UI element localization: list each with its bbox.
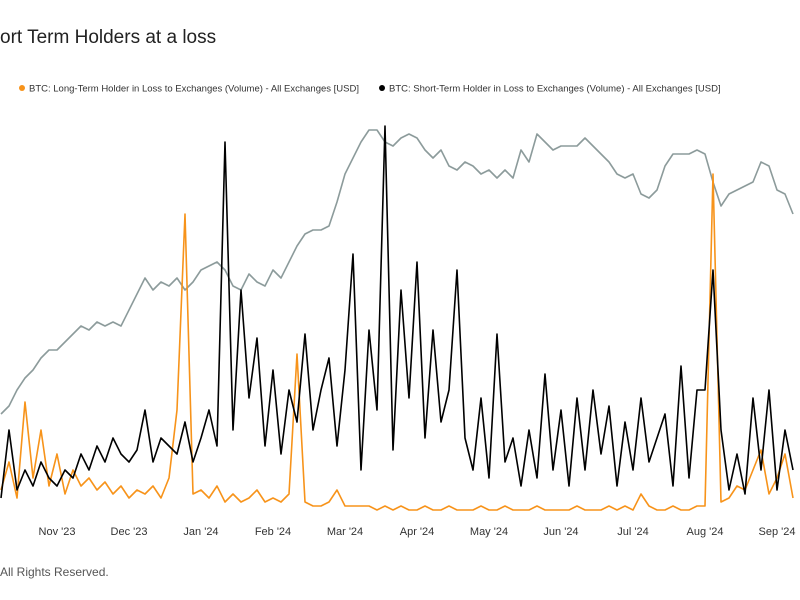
x-tick-label: Feb '24 <box>255 526 291 538</box>
x-tick-label: Mar '24 <box>327 526 363 538</box>
x-tick-label: Apr '24 <box>400 526 435 538</box>
footer: All Rights Reserved. <box>0 565 109 579</box>
series-line <box>0 125 794 499</box>
chart-title: ort Term Holders at a loss <box>0 27 216 48</box>
x-tick-label: Aug '24 <box>687 526 724 538</box>
x-tick-label: Jun '24 <box>543 526 578 538</box>
legend-marker <box>379 85 386 91</box>
legend-label: BTC: Short-Term Holder in Loss to Exchan… <box>389 84 721 95</box>
series-line <box>0 173 794 511</box>
x-tick-label: Dec '23 <box>111 526 148 538</box>
x-tick-label: Jul '24 <box>617 526 648 538</box>
legend-label: BTC: Long-Term Holder in Loss to Exchang… <box>29 84 359 95</box>
x-tick-label: Nov '23 <box>39 526 76 538</box>
x-tick-label: May '24 <box>470 526 508 538</box>
x-tick-label: Sep '24 <box>759 526 796 538</box>
x-tick-label: Jan '24 <box>183 526 218 538</box>
series-line <box>0 129 794 415</box>
legend-marker <box>19 85 25 91</box>
